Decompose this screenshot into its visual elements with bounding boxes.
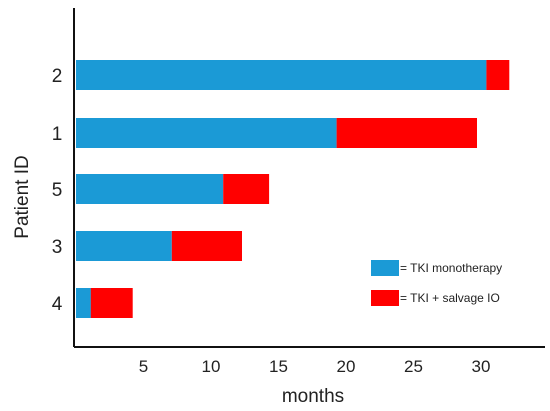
bar-patient-3-series-1 — [76, 231, 172, 261]
x-tick-labels: 5 10 15 20 25 30 — [139, 357, 491, 376]
legend-label: = TKI monotherapy — [400, 261, 502, 275]
category-labels: 2 1 5 3 4 — [52, 66, 63, 315]
category-label: 4 — [52, 294, 63, 315]
x-axis-title: months — [282, 386, 344, 407]
bar-patient-1-series-2 — [336, 118, 477, 148]
x-tick-label: 15 — [269, 357, 288, 376]
x-tick-label: 20 — [337, 357, 356, 376]
bar-patient-1-series-1 — [76, 118, 337, 148]
bar-patient-2-series-2 — [486, 60, 510, 90]
bar-patient-3-series-2 — [171, 231, 242, 261]
x-tick-label: 30 — [472, 357, 491, 376]
legend-label: = TKI + salvage IO — [400, 291, 500, 305]
category-label: 3 — [52, 237, 63, 258]
category-label: 2 — [52, 66, 63, 87]
legend-swatch — [371, 260, 399, 276]
x-tick-label: 25 — [404, 357, 423, 376]
bar-patient-5-series-1 — [76, 174, 224, 204]
legend: = TKI monotherapy = TKI + salvage IO — [371, 260, 502, 306]
x-tick-label: 10 — [202, 357, 221, 376]
bar-patient-5-series-2 — [223, 174, 270, 204]
legend-swatch — [371, 290, 399, 306]
bar-patient-2-series-1 — [76, 60, 487, 90]
x-tick-label: 5 — [139, 357, 148, 376]
category-label: 1 — [52, 124, 63, 145]
bar-patient-4-series-1 — [76, 288, 91, 318]
bar-patient-4-series-2 — [90, 288, 133, 318]
y-axis-title: Patient ID — [12, 155, 33, 238]
bars-group — [76, 60, 510, 318]
category-label: 5 — [52, 180, 63, 201]
